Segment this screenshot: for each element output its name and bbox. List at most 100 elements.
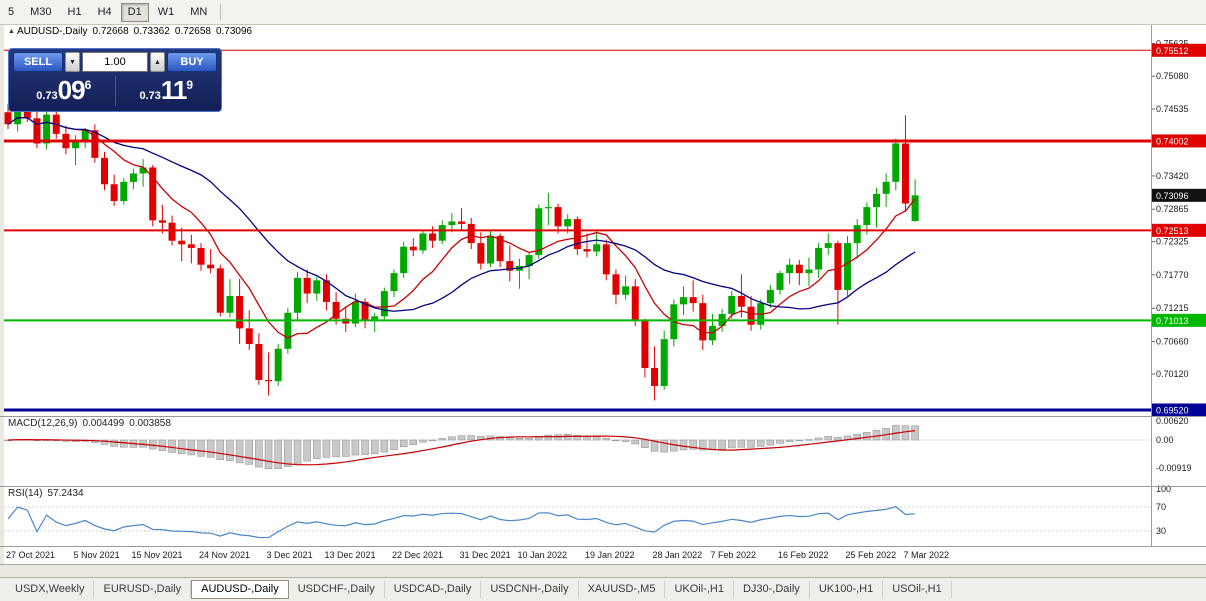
layer-rsi[interactable]: 100 70 30 <box>4 484 1171 539</box>
layer-plot[interactable] <box>4 103 919 401</box>
svg-text:0.73420: 0.73420 <box>1156 171 1189 181</box>
buy-price-pips: 11 <box>160 75 187 105</box>
svg-text:19 Jan 2022: 19 Jan 2022 <box>585 550 635 560</box>
chart-title: AUDUSD-,Daily <box>16 26 88 37</box>
volume-up-icon: ▲ <box>154 58 161 66</box>
rsi-line <box>7 505 916 539</box>
ohlc-open: 0.72668 <box>92 26 129 37</box>
svg-text:27 Oct 2021: 27 Oct 2021 <box>6 550 55 560</box>
svg-text:28 Jan 2022: 28 Jan 2022 <box>653 550 703 560</box>
macd-name: MACD(12,26,9) <box>8 418 78 429</box>
trade-prices-row: 0.73096 0.73119 <box>13 72 217 109</box>
macd-signal-value: 0.003858 <box>129 418 171 429</box>
svg-text:100: 100 <box>1156 484 1171 494</box>
timeframe-button-d1[interactable]: D1 <box>120 2 149 22</box>
layer-axis[interactable]: 0.75625 0.75080 0.74535 0.73420 0.72865 0.723… <box>1152 39 1206 417</box>
svg-text:0.00: 0.00 <box>1156 435 1174 445</box>
svg-text:0.71215: 0.71215 <box>1156 303 1189 313</box>
price-badge <box>1152 313 1206 327</box>
symbol-tab[interactable]: XAUUSD-,M5 <box>579 581 666 598</box>
svg-text:-0.00919: -0.00919 <box>1156 463 1192 473</box>
svg-text:0.71013: 0.71013 <box>1156 316 1189 326</box>
sell-price-point: 6 <box>84 78 92 92</box>
svg-text:24 Nov 2021: 24 Nov 2021 <box>199 550 250 560</box>
symbol-tab[interactable]: AUDUSD-,Daily <box>191 580 289 599</box>
timeframe-button-w1[interactable]: W1 <box>151 3 182 22</box>
ma-slow-line <box>7 116 916 312</box>
timeframe-button-mn[interactable]: MN <box>183 3 214 22</box>
symbol-tab[interactable]: USDCAD-,Daily <box>385 581 482 598</box>
svg-text:16 Feb 2022: 16 Feb 2022 <box>778 550 829 560</box>
timeframe-toolbar: 5 M30 H1 H4 D1 W1 MN <box>0 0 1206 25</box>
ohlc-close: 0.73096 <box>215 26 253 37</box>
price-badge <box>1152 188 1206 202</box>
trade-controls-row: SELL ▼ ▲ BUY <box>13 52 217 72</box>
svg-text:0.73096: 0.73096 <box>1156 191 1189 201</box>
sell-button[interactable]: SELL <box>13 52 63 72</box>
buy-button[interactable]: BUY <box>167 52 217 72</box>
price-badge <box>1152 223 1206 237</box>
volume-input[interactable] <box>82 52 148 72</box>
ma-fast-line <box>7 116 916 339</box>
svg-text:0.72865: 0.72865 <box>1156 204 1189 214</box>
symbol-tab[interactable]: USDCHF-,Daily <box>289 581 385 598</box>
volume-down-icon: ▼ <box>69 58 76 66</box>
svg-text:0.70660: 0.70660 <box>1156 337 1189 347</box>
svg-text:0.75512: 0.75512 <box>1156 46 1189 56</box>
symbol-tab-bar: USDX,Weekly EURUSD-,Daily AUDUSD-,Daily USD… <box>0 577 1206 601</box>
svg-text:3 Dec 2021: 3 Dec 2021 <box>267 550 313 560</box>
timeframe-button-h1[interactable]: H1 <box>61 3 89 22</box>
symbol-tab[interactable]: DJ30-,Daily <box>734 581 810 598</box>
symbol-tab[interactable]: UKOil-,H1 <box>665 581 734 598</box>
sell-price-pips: 09 <box>57 75 86 105</box>
symbol-tab[interactable]: UK100-,H1 <box>810 581 884 598</box>
svg-text:15 Nov 2021: 15 Nov 2021 <box>131 550 182 560</box>
svg-text:7 Mar 2022: 7 Mar 2022 <box>903 550 949 560</box>
svg-text:31 Dec 2021: 31 Dec 2021 <box>460 550 511 560</box>
svg-text:0.72513: 0.72513 <box>1156 226 1189 236</box>
buy-price[interactable]: 0.73119 <box>116 77 218 104</box>
symbol-tab[interactable]: USOil-,H1 <box>883 581 952 598</box>
macd-signal-line <box>7 430 916 466</box>
rsi-name: RSI(14) <box>8 488 43 499</box>
sell-price-base: 0.73 <box>36 90 58 102</box>
symbol-tab[interactable]: USDCNH-,Daily <box>481 581 579 598</box>
toolbar-separator <box>220 4 222 20</box>
svg-text:25 Feb 2022: 25 Feb 2022 <box>846 550 897 560</box>
chart-background <box>4 24 1206 564</box>
collapse-icon[interactable]: ▲ <box>8 28 15 35</box>
rsi-indicator-label: RSI(14) 57.2434 <box>8 488 89 499</box>
svg-text:0.74535: 0.74535 <box>1156 104 1189 114</box>
svg-text:30: 30 <box>1156 526 1166 536</box>
svg-text:10 Jan 2022: 10 Jan 2022 <box>517 550 567 560</box>
svg-text:70: 70 <box>1156 502 1166 512</box>
symbol-tab[interactable]: EURUSD-,Daily <box>94 581 192 598</box>
timeframe-buttons: 5 M30 H1 H4 D1 W1 MN <box>0 2 215 22</box>
svg-text:0.74002: 0.74002 <box>1156 136 1189 146</box>
symbol-tab[interactable]: USDX,Weekly <box>6 581 95 598</box>
timeframe-button-5[interactable]: 5 <box>1 3 21 22</box>
svg-text:0.00620: 0.00620 <box>1156 416 1189 426</box>
buy-price-base: 0.73 <box>139 90 161 102</box>
price-badge <box>1152 403 1206 417</box>
price-badge <box>1152 43 1206 57</box>
layer-sep <box>0 24 1206 565</box>
timeframe-button-h4[interactable]: H4 <box>91 3 119 22</box>
svg-text:0.75625: 0.75625 <box>1156 39 1189 49</box>
svg-text:13 Dec 2021: 13 Dec 2021 <box>324 550 375 560</box>
svg-text:22 Dec 2021: 22 Dec 2021 <box>392 550 443 560</box>
chart-caption: ▲ AUDUSD-,Daily 0.72668 0.73362 0.72658 0.730… <box>8 26 257 37</box>
layer-dates[interactable]: 27 Oct 2021 5 Nov 2021 15 Nov 2021 24 Nov 2… <box>6 550 949 560</box>
volume-increase-button[interactable]: ▲ <box>150 52 165 72</box>
timeframe-button-m30[interactable]: M30 <box>23 3 58 22</box>
price-divider <box>114 75 116 106</box>
ohlc-high: 0.73362 <box>133 26 170 37</box>
volume-decrease-button[interactable]: ▼ <box>65 52 80 72</box>
svg-text:0.70120: 0.70120 <box>1156 369 1189 379</box>
layer-macd[interactable]: 0.00620 0.00 -0.00919 <box>4 416 1192 473</box>
rsi-value: 57.2434 <box>47 488 84 499</box>
sell-price[interactable]: 0.73096 <box>13 77 115 104</box>
one-click-trading-panel: SELL ▼ ▲ BUY 0.73096 0.73119 <box>8 48 222 112</box>
